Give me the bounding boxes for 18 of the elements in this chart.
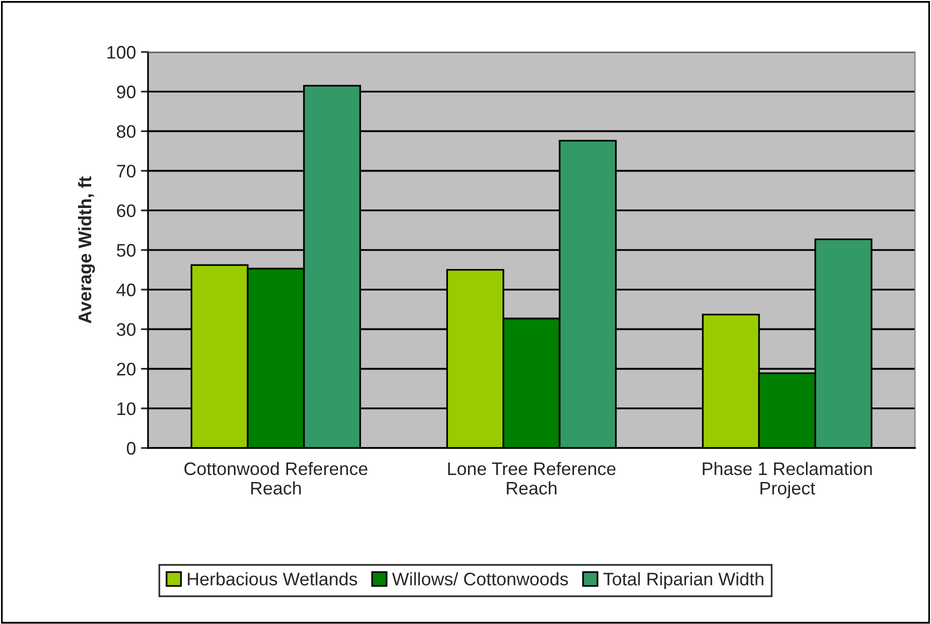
y-tick-label: 100 — [107, 46, 136, 59]
y-tick-label: 0 — [126, 442, 136, 455]
x-tick-label: Phase 1 Reclamation Project — [702, 462, 872, 498]
y-tick-label: 10 — [117, 402, 136, 416]
y-tick-label: 50 — [116, 244, 136, 257]
y-tick-label: 20 — [117, 362, 136, 376]
y-tick-label: 60 — [117, 204, 136, 218]
legend-label: Herbacious Wetlands — [188, 572, 358, 586]
legend-label: Total Riparian Width — [603, 572, 764, 590]
y-axis-title: Average Width, ft — [78, 176, 95, 324]
legend-label: Willows/ Cottonwoods — [392, 572, 568, 586]
x-tick-label: Lone Tree Reference Reach — [448, 462, 616, 495]
y-tick-label: 70 — [117, 164, 136, 178]
y-tick-label: 90 — [116, 86, 136, 98]
y-tick-label: 40 — [116, 284, 136, 296]
x-tick-label: Cottonwood Reference Reach — [184, 462, 368, 495]
y-tick-label: 30 — [116, 323, 136, 336]
y-tick-label: 80 — [116, 125, 136, 138]
